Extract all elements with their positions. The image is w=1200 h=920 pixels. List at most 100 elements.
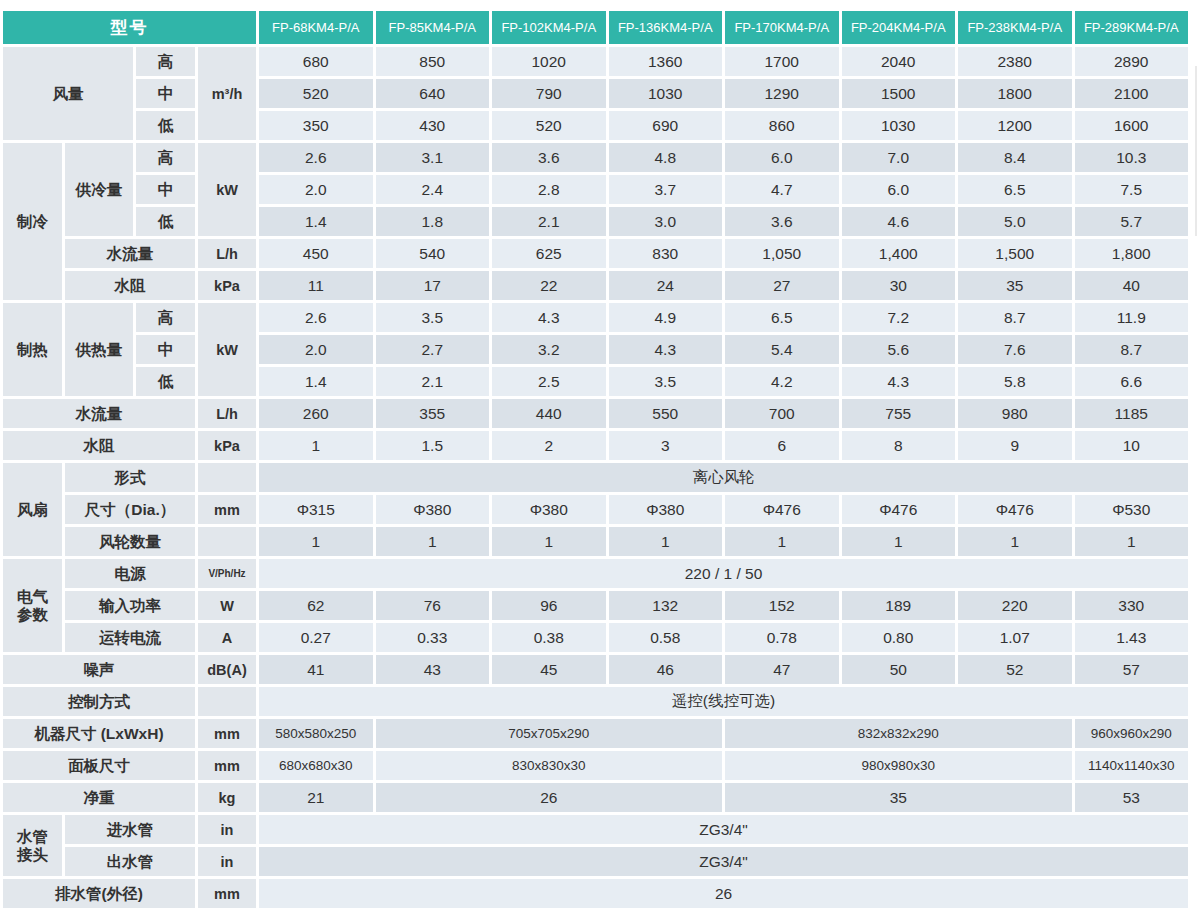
- spec-value: 1185: [1075, 399, 1189, 428]
- spec-label: 风轮数量: [65, 527, 195, 556]
- table-row: 低350430520690860103012001600: [3, 111, 1188, 140]
- spec-value: 450: [259, 239, 373, 268]
- spec-value: ZG3/4": [259, 815, 1188, 844]
- table-row: 中2.02.42.83.74.76.06.57.5: [3, 175, 1188, 204]
- spec-value: 1.07: [958, 623, 1072, 652]
- spec-value: 1020: [492, 47, 606, 76]
- spec-value: 2100: [1075, 79, 1189, 108]
- spec-label: 水阻: [65, 271, 195, 300]
- spec-value: 220 / 1 / 50: [259, 559, 1188, 588]
- spec-value: 4.3: [842, 367, 956, 396]
- spec-value: 3.0: [609, 207, 723, 236]
- spec-value: 755: [842, 399, 956, 428]
- spec-value: 26: [376, 783, 723, 812]
- spec-value: 43: [376, 655, 490, 684]
- spec-value: 8: [842, 431, 956, 460]
- table-row: 风扇形式离心风轮: [3, 463, 1188, 492]
- unit-label: kW: [198, 303, 256, 396]
- unit-label: kg: [198, 783, 256, 812]
- spec-value: 440: [492, 399, 606, 428]
- spec-table-header: 型号 FP-68KM4-P/A FP-85KM4-P/A FP-102KM4-P…: [3, 11, 1188, 44]
- section-airflow: 风量: [3, 47, 133, 140]
- model-column-label: 型号: [3, 11, 256, 44]
- spec-label: 面板尺寸: [3, 751, 195, 780]
- section-cooling: 制冷: [3, 143, 62, 300]
- spec-value: 3.5: [376, 303, 490, 332]
- spec-value: 41: [259, 655, 373, 684]
- spec-value: 355: [376, 399, 490, 428]
- spec-value: 1: [609, 527, 723, 556]
- spec-value: 27: [725, 271, 839, 300]
- unit-label: mm: [198, 879, 256, 908]
- spec-value: 680x680x30: [259, 751, 373, 780]
- spec-value: 10.3: [1075, 143, 1189, 172]
- right-edge-line: [1195, 66, 1197, 236]
- spec-value: 1.4: [259, 207, 373, 236]
- spec-value: 5.6: [842, 335, 956, 364]
- spec-value: 1: [259, 431, 373, 460]
- spec-value: Φ380: [492, 495, 606, 524]
- table-row: 风量高m³/h680850102013601700204023802890: [3, 47, 1188, 76]
- spec-value: 3.6: [492, 143, 606, 172]
- spec-value: 1,050: [725, 239, 839, 268]
- table-row: 风轮数量11111111: [3, 527, 1188, 556]
- table-row: 中2.02.73.24.35.45.67.68.7: [3, 335, 1188, 364]
- spec-value: 7.5: [1075, 175, 1189, 204]
- spec-value: 8.7: [1075, 335, 1189, 364]
- spec-label: 低: [136, 111, 195, 140]
- spec-value: 3.7: [609, 175, 723, 204]
- spec-label: 运转电流: [65, 623, 195, 652]
- spec-value: 1200: [958, 111, 1072, 140]
- spec-value: 580x580x250: [259, 719, 373, 748]
- header-row: 型号 FP-68KM4-P/A FP-85KM4-P/A FP-102KM4-P…: [3, 11, 1188, 44]
- spec-label: 噪声: [3, 655, 195, 684]
- spec-label: 高: [136, 143, 195, 172]
- spec-value: 260: [259, 399, 373, 428]
- spec-value: 330: [1075, 591, 1189, 620]
- unit-label: in: [198, 815, 256, 844]
- spec-value: 1.5: [376, 431, 490, 460]
- spec-value: 26: [259, 879, 1188, 908]
- spec-label: 高: [136, 303, 195, 332]
- spec-label: 供冷量: [65, 143, 133, 236]
- spec-value: 3.2: [492, 335, 606, 364]
- spec-value: 220: [958, 591, 1072, 620]
- spec-label: 中: [136, 335, 195, 364]
- unit-label: m³/h: [198, 47, 256, 140]
- spec-value: 47: [725, 655, 839, 684]
- spec-value: 700: [725, 399, 839, 428]
- spec-value: Φ476: [958, 495, 1072, 524]
- table-row: 水阻kPa1117222427303540: [3, 271, 1188, 300]
- unit-label: dB(A): [198, 655, 256, 684]
- spec-value: 152: [725, 591, 839, 620]
- spec-value: 62: [259, 591, 373, 620]
- spec-value: 2.0: [259, 175, 373, 204]
- spec-value: 2.7: [376, 335, 490, 364]
- spec-value: 1,400: [842, 239, 956, 268]
- spec-value: 6.5: [725, 303, 839, 332]
- table-row: 中52064079010301290150018002100: [3, 79, 1188, 108]
- spec-label: 输入功率: [65, 591, 195, 620]
- spec-value: 6.0: [842, 175, 956, 204]
- spec-value: 7.2: [842, 303, 956, 332]
- unit-label: L/h: [198, 399, 256, 428]
- spec-value: Φ380: [376, 495, 490, 524]
- spec-value: 7.6: [958, 335, 1072, 364]
- spec-value: 2890: [1075, 47, 1189, 76]
- spec-label: 净重: [3, 783, 195, 812]
- model-header: FP-136KM4-P/A: [609, 11, 723, 44]
- spec-value: 3.5: [609, 367, 723, 396]
- spec-value: 705x705x290: [376, 719, 723, 748]
- spec-value: 0.58: [609, 623, 723, 652]
- spec-label: 控制方式: [3, 687, 195, 716]
- table-row: 运转电流A0.270.330.380.580.780.801.071.43: [3, 623, 1188, 652]
- spec-value: 189: [842, 591, 956, 620]
- spec-value: Φ530: [1075, 495, 1189, 524]
- spec-value: 1: [958, 527, 1072, 556]
- spec-value: 1: [259, 527, 373, 556]
- spec-label: 机器尺寸 (LxWxH): [3, 719, 195, 748]
- spec-value: 2.6: [259, 303, 373, 332]
- spec-value: Φ315: [259, 495, 373, 524]
- spec-value: 680: [259, 47, 373, 76]
- table-row: 低1.41.82.13.03.64.65.05.7: [3, 207, 1188, 236]
